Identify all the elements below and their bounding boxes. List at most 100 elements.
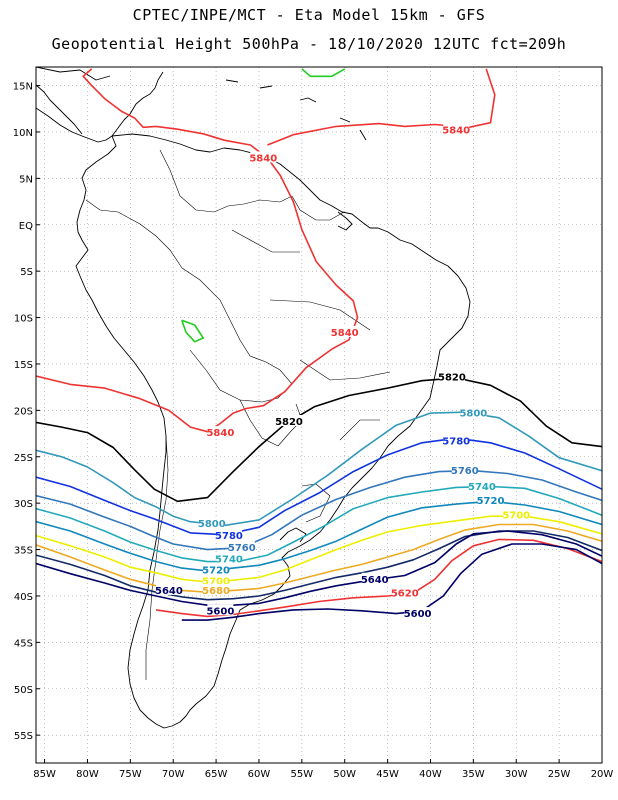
contour-label-bg bbox=[203, 583, 230, 595]
lat-tick-label: EQ bbox=[19, 221, 33, 232]
contour-label-5740: 5740 bbox=[215, 554, 243, 565]
contour-label-bg bbox=[203, 563, 230, 575]
contour-label-5760: 5760 bbox=[451, 466, 479, 477]
contour-label-bg bbox=[503, 508, 530, 520]
contour-5880 bbox=[181, 319, 204, 343]
contour-label-5600: 5600 bbox=[404, 609, 432, 620]
caribbean-islands bbox=[225, 79, 367, 141]
contour-label-5680: 5680 bbox=[202, 586, 230, 597]
contour-5640 bbox=[36, 530, 602, 606]
contour-label-5780: 5780 bbox=[215, 531, 243, 542]
lat-tick-label: 5N bbox=[19, 174, 33, 185]
contour-label-5820: 5820 bbox=[275, 417, 303, 428]
contour-label-5820: 5820 bbox=[438, 372, 466, 383]
lon-tick-label: 50W bbox=[333, 769, 356, 780]
axis-ticks: 15N 10N 5N EQ 5S 10S 15S 20S 25S 30S 35S 40S 45S 50S 5… bbox=[13, 82, 614, 780]
contour-label-bg bbox=[215, 529, 242, 541]
lon-tick-label: 40W bbox=[419, 769, 442, 780]
contour-label-bg bbox=[215, 552, 242, 564]
contour-label-bg bbox=[275, 414, 302, 426]
contour-label-5780: 5780 bbox=[442, 436, 470, 447]
contour-label-bg bbox=[331, 325, 358, 337]
south-america-coast bbox=[75, 133, 471, 729]
lon-tick-label: 30W bbox=[505, 769, 528, 780]
contour-label-5840: 5840 bbox=[442, 126, 470, 137]
map-title-line2: Geopotential Height 500hPa - 18/10/2020 … bbox=[51, 35, 567, 53]
contour-label-5720: 5720 bbox=[477, 496, 505, 507]
contour-label-5720: 5720 bbox=[202, 565, 230, 576]
contour-5880 bbox=[301, 68, 346, 78]
lon-tick-label: 70W bbox=[162, 769, 185, 780]
lat-tick-label: 15N bbox=[13, 82, 33, 93]
cuba-fragment bbox=[36, 67, 111, 81]
contour-label-5840: 5840 bbox=[331, 328, 359, 339]
contour-5700 bbox=[36, 515, 602, 583]
contour-label-5800: 5800 bbox=[198, 519, 226, 530]
ecuador-peru-border bbox=[85, 199, 183, 269]
lon-tick-label: 60W bbox=[248, 769, 271, 780]
central-america-coast bbox=[36, 71, 164, 143]
lon-tick-label: 25W bbox=[548, 769, 571, 780]
central-america-pacific-coast bbox=[36, 84, 83, 135]
lon-tick-label: 35W bbox=[462, 769, 485, 780]
contour-label-bg bbox=[361, 572, 388, 584]
lat-tick-label: 55S bbox=[14, 731, 33, 742]
lat-tick-label: 40S bbox=[14, 592, 33, 603]
lat-tick-label: 30S bbox=[14, 499, 33, 510]
contour-label-5640: 5640 bbox=[361, 575, 389, 586]
contour-label-5740: 5740 bbox=[468, 482, 496, 493]
brazil-west-border bbox=[181, 267, 293, 385]
contour-label-bg bbox=[198, 517, 225, 529]
argentina-chile-border bbox=[145, 435, 169, 680]
contour-label-bg bbox=[404, 607, 431, 619]
lat-tick-label: 35S bbox=[14, 546, 33, 557]
lat-tick-label: 45S bbox=[14, 638, 33, 649]
lon-tick-label: 45W bbox=[376, 769, 399, 780]
brazil-states bbox=[231, 229, 391, 441]
contour-label-bg bbox=[451, 464, 478, 476]
lon-tick-label: 80W bbox=[76, 769, 99, 780]
contour-label-bg bbox=[438, 370, 465, 382]
contour-label-bg bbox=[207, 604, 234, 616]
lat-tick-label: 10N bbox=[13, 128, 33, 139]
contour-label-5600: 5600 bbox=[206, 606, 234, 617]
contour-label-bg bbox=[155, 583, 182, 595]
contour-label-bg bbox=[203, 574, 230, 586]
contour-label-5640: 5640 bbox=[155, 586, 183, 597]
map-frame bbox=[35, 66, 603, 764]
contour-label-5620: 5620 bbox=[391, 589, 419, 600]
contour-label-bg bbox=[460, 406, 487, 418]
contour-label-5700: 5700 bbox=[502, 511, 530, 522]
contour-label-5840: 5840 bbox=[249, 153, 277, 164]
lat-tick-label: 20S bbox=[14, 406, 33, 417]
uruguay-border bbox=[301, 483, 331, 523]
lat-tick-label: 15S bbox=[14, 360, 33, 371]
contour-5840 bbox=[36, 68, 359, 433]
lat-tick-label: 5S bbox=[20, 267, 33, 278]
lon-tick-label: 75W bbox=[119, 769, 142, 780]
contour-5840 bbox=[267, 68, 496, 146]
contour-label-bg bbox=[391, 586, 418, 598]
contour-5680 bbox=[36, 523, 602, 593]
map-background bbox=[36, 67, 602, 763]
lon-tick-label: 20W bbox=[591, 769, 614, 780]
amazon-delta bbox=[337, 211, 353, 231]
contour-5780 bbox=[36, 437, 602, 536]
contour-5760 bbox=[36, 469, 602, 551]
contour-label-bg bbox=[207, 426, 234, 438]
lat-tick-label: 50S bbox=[14, 685, 33, 696]
contour-label-bg bbox=[477, 493, 504, 505]
contour-label-5700: 5700 bbox=[202, 577, 230, 588]
contour-label-bg bbox=[468, 479, 495, 491]
contour-label-5760: 5760 bbox=[228, 543, 256, 554]
country-borders bbox=[85, 149, 391, 680]
lat-tick-label: 25S bbox=[14, 453, 33, 464]
contour-label-bg bbox=[443, 434, 470, 446]
contour-label-bg bbox=[250, 151, 277, 163]
lon-tick-label: 55W bbox=[291, 769, 314, 780]
guianas-border bbox=[291, 195, 345, 221]
colombia-venezuela-border bbox=[159, 149, 293, 213]
lon-tick-label: 85W bbox=[33, 769, 56, 780]
map-title-line1: CPTEC/INPE/MCT - Eta Model 15km - GFS bbox=[132, 6, 486, 24]
